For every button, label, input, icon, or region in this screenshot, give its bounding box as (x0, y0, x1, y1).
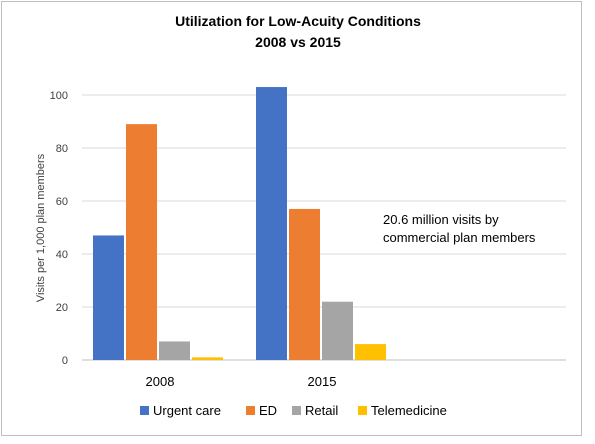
y-tick-label: 80 (56, 143, 68, 155)
bar-telemedicine-2015 (355, 344, 386, 360)
chart-subtitle: 2008 vs 2015 (255, 34, 341, 50)
x-category-label: 2015 (308, 374, 337, 389)
bars (93, 87, 386, 361)
bar-urgent-care-2015 (256, 87, 287, 361)
category-labels: 2008 2015 (146, 374, 337, 389)
annotation-line-2: commercial plan members (383, 230, 536, 245)
legend-label: ED (259, 403, 277, 418)
y-tick-label: 40 (56, 249, 68, 261)
y-tick-label: 0 (62, 355, 68, 367)
legend-swatch (140, 406, 149, 415)
legend-item-ed: ED (246, 403, 277, 418)
legend-swatch (292, 406, 301, 415)
chart-title: Utilization for Low-Acuity Conditions (175, 13, 421, 29)
legend-label: Retail (305, 403, 338, 418)
legend-label: Urgent care (153, 403, 221, 418)
bar-telemedicine-2008 (192, 357, 223, 360)
bar-ed-2008 (126, 124, 157, 361)
y-tick-label: 100 (50, 90, 68, 102)
legend-label: Telemedicine (371, 403, 447, 418)
bar-retail-2015 (322, 301, 353, 360)
bar-ed-2015 (289, 208, 320, 360)
y-axis-label: Visits per 1,000 plan members (35, 153, 47, 302)
legend-swatch (246, 406, 255, 415)
y-tick-label: 20 (56, 302, 68, 314)
annotation-line-1: 20.6 million visits by (383, 212, 499, 227)
legend-item-retail: Retail (292, 403, 338, 418)
bar-retail-2008 (159, 341, 190, 360)
y-axis-tick-labels: 0 20 40 60 80 100 (50, 90, 68, 367)
legend-swatch (358, 406, 367, 415)
legend: Urgent care ED Retail Telemedicine (140, 403, 447, 418)
y-tick-label: 60 (56, 196, 68, 208)
legend-item-urgent-care: Urgent care (140, 403, 221, 418)
x-category-label: 2008 (146, 374, 175, 389)
legend-item-telemedicine: Telemedicine (358, 403, 447, 418)
bar-urgent-care-2008 (93, 235, 124, 360)
